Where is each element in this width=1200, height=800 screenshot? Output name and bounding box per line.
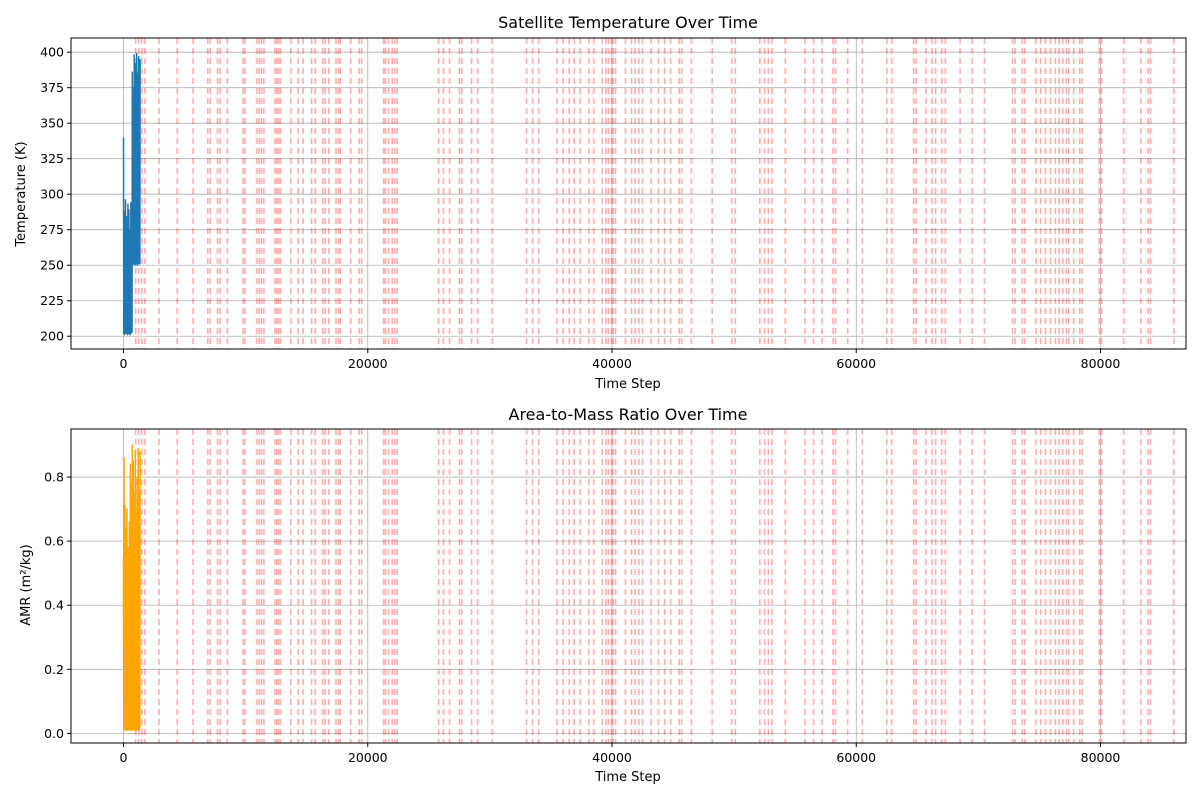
amr-chart-title: Area-to-Mass Ratio Over Time (509, 405, 748, 424)
amr-x-tick-label: 40000 (592, 750, 632, 765)
amr-grid (71, 429, 1186, 743)
amr-y-tick-label: 0.2 (44, 662, 64, 677)
temperature-x-tick-label: 80000 (1081, 356, 1121, 371)
temperature-x-tick-label: 20000 (348, 356, 388, 371)
temperature-plot-area: 0 20000 40000 60000 80000 200 225 250 275 300 325 3… (40, 37, 1187, 371)
amr-x-axis-label: Time Step (594, 770, 661, 785)
temperature-grid (71, 38, 1186, 349)
temperature-y-tick-label: 300 (40, 187, 64, 202)
temperature-y-tick-label: 200 (40, 329, 64, 344)
temperature-x-tick-label: 60000 (836, 356, 876, 371)
temperature-subplot: Satellite Temperature Over Time Time Ste… (14, 13, 1187, 392)
amr-y-axis-label: AMR (m²/kg) (19, 544, 34, 625)
temperature-y-tick-label: 400 (40, 45, 64, 60)
amr-x-tick-label: 0 (120, 750, 128, 765)
temperature-y-tick-label: 350 (40, 116, 64, 131)
temperature-y-axis-label: Temperature (K) (14, 141, 29, 247)
amr-y-tick-label: 0.6 (44, 534, 64, 549)
temperature-chart-title: Satellite Temperature Over Time (498, 13, 758, 32)
amr-x-tick-label: 20000 (348, 750, 388, 765)
temperature-x-tick-label: 40000 (592, 356, 632, 371)
amr-x-tick-label: 80000 (1081, 750, 1121, 765)
temperature-y-tick-label: 225 (40, 293, 64, 308)
amr-y-tick-label: 0.8 (44, 470, 64, 485)
temperature-x-axis-label: Time Step (594, 377, 661, 392)
amr-y-tick-label: 0.4 (44, 598, 64, 613)
temperature-axes-frame (70, 37, 1187, 350)
amr-event-lines (134, 429, 1175, 743)
temperature-y-tick-label: 375 (40, 80, 64, 95)
temperature-data-line (122, 52, 141, 336)
temperature-y-tick-label: 275 (40, 222, 64, 237)
amr-plot-area: 0 20000 40000 60000 80000 0.0 0.2 0.4 0.6 0.8 (44, 428, 1187, 765)
amr-axes-frame (70, 428, 1187, 744)
temperature-y-tick-label: 325 (40, 151, 64, 166)
amr-subplot: Area-to-Mass Ratio Over Time Time Step A… (19, 405, 1187, 785)
amr-data-line (122, 444, 141, 731)
amr-x-tick-label: 60000 (836, 750, 876, 765)
temperature-x-tick-label: 0 (120, 356, 128, 371)
amr-y-tick-label: 0.0 (44, 726, 64, 741)
temperature-event-lines (134, 38, 1175, 349)
temperature-y-tick-label: 250 (40, 258, 64, 273)
